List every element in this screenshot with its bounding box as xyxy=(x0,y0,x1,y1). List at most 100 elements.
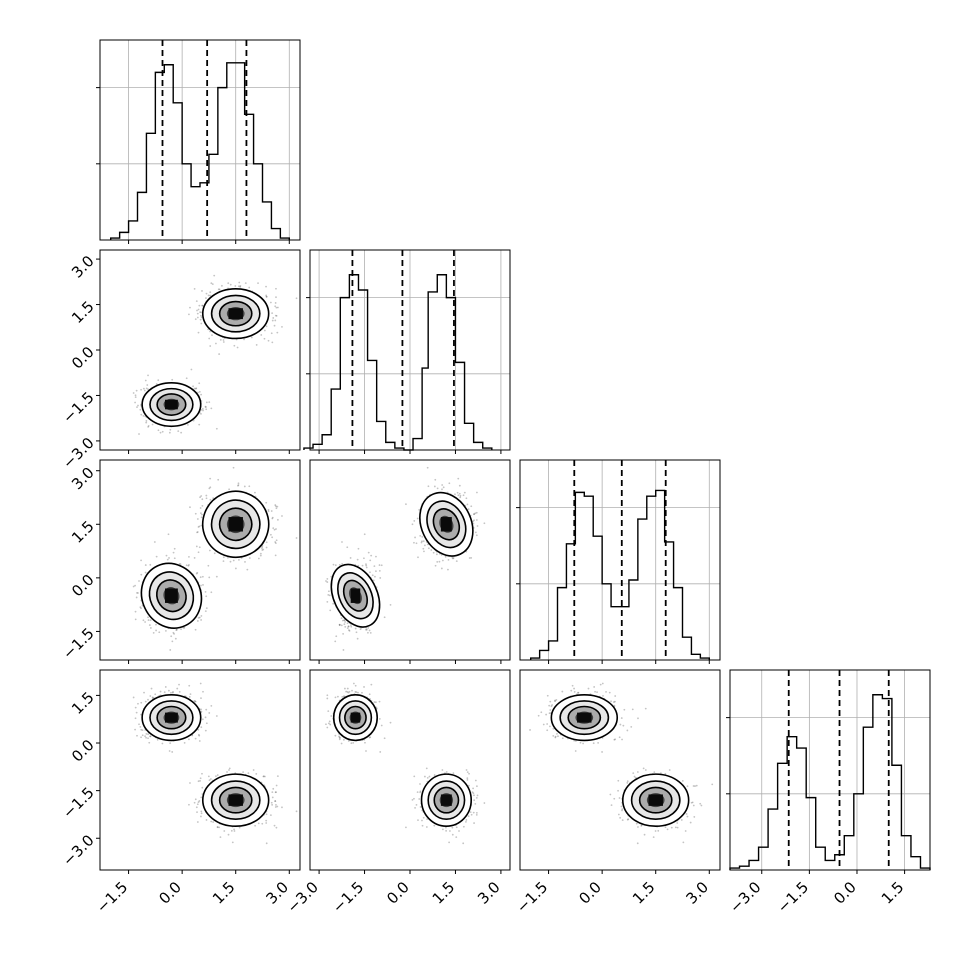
sample-point xyxy=(426,543,429,546)
ytick-label-2-2: 1.5 xyxy=(68,517,98,547)
sample-point xyxy=(135,389,138,392)
sample-point xyxy=(243,338,245,341)
sample-point xyxy=(295,297,298,300)
sample-point xyxy=(344,625,347,628)
sample-point xyxy=(367,631,369,634)
density-core-1 xyxy=(228,517,243,532)
sample-point xyxy=(436,487,439,490)
sample-point xyxy=(338,623,341,626)
sample-point xyxy=(171,640,174,643)
sample-point xyxy=(173,547,176,550)
sample-point xyxy=(483,522,486,525)
sample-point xyxy=(275,505,277,508)
sample-point xyxy=(238,558,240,561)
sample-point xyxy=(275,296,277,299)
sample-point xyxy=(231,841,234,844)
sample-point xyxy=(361,564,364,567)
contour-0-1 xyxy=(336,572,374,620)
sample-point xyxy=(372,579,375,582)
sample-point xyxy=(379,577,382,579)
sample-point xyxy=(194,700,197,703)
sample-point xyxy=(222,556,225,559)
sample-point xyxy=(209,330,211,333)
sample-point xyxy=(454,493,456,496)
sample-point xyxy=(169,742,172,745)
sample-point xyxy=(140,607,142,610)
sample-point xyxy=(236,346,239,349)
sample-point xyxy=(221,284,223,287)
sample-point xyxy=(257,557,260,560)
sample-point xyxy=(188,555,190,558)
sample-point xyxy=(276,306,279,309)
sample-point xyxy=(161,430,164,433)
sample-point xyxy=(257,822,260,825)
sample-point xyxy=(473,513,476,516)
sample-point xyxy=(239,285,242,287)
sample-point xyxy=(265,325,268,328)
sample-point xyxy=(259,554,262,557)
contour-1-1 xyxy=(210,294,261,333)
sample-point xyxy=(197,331,200,334)
sample-point xyxy=(273,528,276,531)
sample-point xyxy=(341,563,343,565)
sample-point xyxy=(132,392,135,394)
sample-point xyxy=(476,525,479,527)
sample-point xyxy=(239,286,242,288)
sample-point xyxy=(274,800,277,802)
sample-point xyxy=(329,609,332,612)
density-core-1 xyxy=(440,517,452,532)
sample-point xyxy=(208,401,211,403)
sample-point xyxy=(276,775,279,778)
sample-point xyxy=(201,407,204,410)
sample-point xyxy=(205,494,208,497)
sample-point xyxy=(147,425,150,428)
sample-point xyxy=(270,510,273,512)
sample-point xyxy=(367,551,370,554)
sample-point xyxy=(265,285,267,288)
sample-point xyxy=(375,555,377,558)
sample-point xyxy=(207,564,210,567)
ytick-label-1-0: −3.0 xyxy=(59,434,97,472)
sample-point xyxy=(143,691,145,694)
sample-point xyxy=(147,388,149,391)
density-2-1 xyxy=(325,466,486,651)
sample-point xyxy=(269,301,272,304)
sample-point xyxy=(271,341,274,344)
sample-point xyxy=(263,775,266,778)
sample-point xyxy=(468,557,471,559)
sample-point xyxy=(200,812,203,815)
sample-point xyxy=(199,682,202,685)
sample-point xyxy=(218,826,221,829)
sample-point xyxy=(141,729,144,732)
sample-point xyxy=(142,414,145,417)
sample-point xyxy=(200,810,203,813)
sample-point xyxy=(373,565,376,567)
sample-point xyxy=(436,561,439,563)
sample-point xyxy=(173,632,175,635)
sample-point xyxy=(463,491,466,494)
sample-point xyxy=(272,527,275,530)
contour-0-0 xyxy=(140,562,203,629)
sample-point xyxy=(265,546,268,549)
sample-point xyxy=(134,618,137,621)
sample-point xyxy=(149,735,151,738)
sample-point xyxy=(208,712,211,714)
sample-point xyxy=(359,628,362,631)
sample-point xyxy=(208,487,211,490)
sample-point xyxy=(365,564,368,567)
sample-point xyxy=(200,710,203,713)
sample-point xyxy=(347,625,350,628)
contour-0-1 xyxy=(149,387,194,422)
sample-point xyxy=(195,387,198,390)
sample-point xyxy=(274,791,277,794)
sample-point xyxy=(210,282,213,285)
sample-point xyxy=(347,625,350,628)
sample-point xyxy=(274,542,277,545)
sample-point xyxy=(281,806,283,809)
sample-point xyxy=(415,542,418,545)
sample-point xyxy=(179,563,182,566)
sample-point xyxy=(276,331,279,334)
sample-point xyxy=(157,429,160,432)
sample-point xyxy=(343,623,346,626)
sample-point xyxy=(191,734,194,737)
